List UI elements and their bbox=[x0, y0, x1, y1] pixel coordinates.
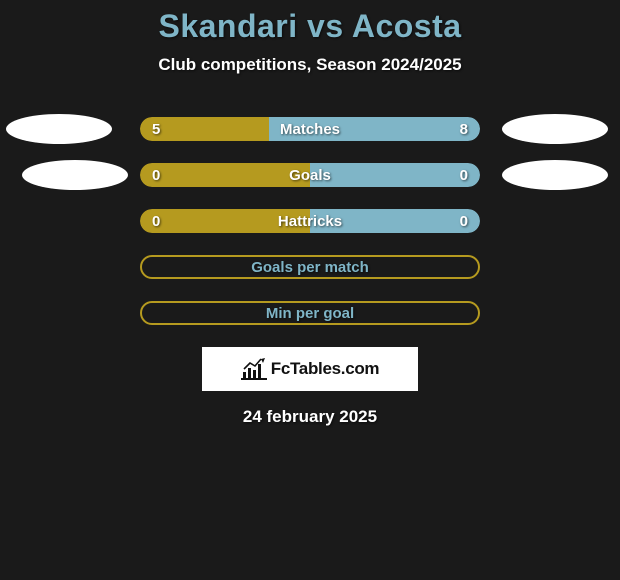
stat-value-right: 0 bbox=[460, 167, 468, 184]
player-right-marker bbox=[502, 160, 608, 190]
comparison-card: Skandari vs Acosta Club competitions, Se… bbox=[0, 0, 620, 427]
stat-label: Hattricks bbox=[278, 213, 342, 230]
stat-bar: Goals per match bbox=[140, 255, 480, 279]
stat-row: 0 0 Goals bbox=[0, 163, 620, 187]
stat-row: Goals per match bbox=[0, 255, 620, 279]
stat-bar: 5 8 Matches bbox=[140, 117, 480, 141]
stat-bar: 0 0 Goals bbox=[140, 163, 480, 187]
stat-bar: Min per goal bbox=[140, 301, 480, 325]
bar-segment-left bbox=[140, 163, 310, 187]
player-left-marker bbox=[6, 114, 112, 144]
stat-value-left: 0 bbox=[152, 213, 160, 230]
date-text: 24 february 2025 bbox=[0, 407, 620, 427]
stat-label: Goals bbox=[289, 167, 331, 184]
stat-bar: 0 0 Hattricks bbox=[140, 209, 480, 233]
stat-label: Goals per match bbox=[251, 259, 369, 276]
subtitle: Club competitions, Season 2024/2025 bbox=[0, 55, 620, 75]
stat-row: 5 8 Matches bbox=[0, 117, 620, 141]
stat-value-right: 8 bbox=[460, 121, 468, 138]
stat-value-left: 0 bbox=[152, 167, 160, 184]
page-title: Skandari vs Acosta bbox=[0, 8, 620, 45]
stat-row: 0 0 Hattricks bbox=[0, 209, 620, 233]
brand-chart-icon bbox=[241, 358, 267, 380]
brand-badge: FcTables.com bbox=[202, 347, 418, 391]
bar-segment-right bbox=[310, 163, 480, 187]
brand-text: FcTables.com bbox=[271, 359, 380, 379]
stat-value-left: 5 bbox=[152, 121, 160, 138]
stat-rows: 5 8 Matches 0 0 Goals 0 0 Hattricks Goals per mat… bbox=[0, 117, 620, 325]
player-left-marker bbox=[22, 160, 128, 190]
stat-label: Min per goal bbox=[266, 305, 354, 322]
stat-label: Matches bbox=[280, 121, 340, 138]
player-right-marker bbox=[502, 114, 608, 144]
stat-row: Min per goal bbox=[0, 301, 620, 325]
stat-value-right: 0 bbox=[460, 213, 468, 230]
